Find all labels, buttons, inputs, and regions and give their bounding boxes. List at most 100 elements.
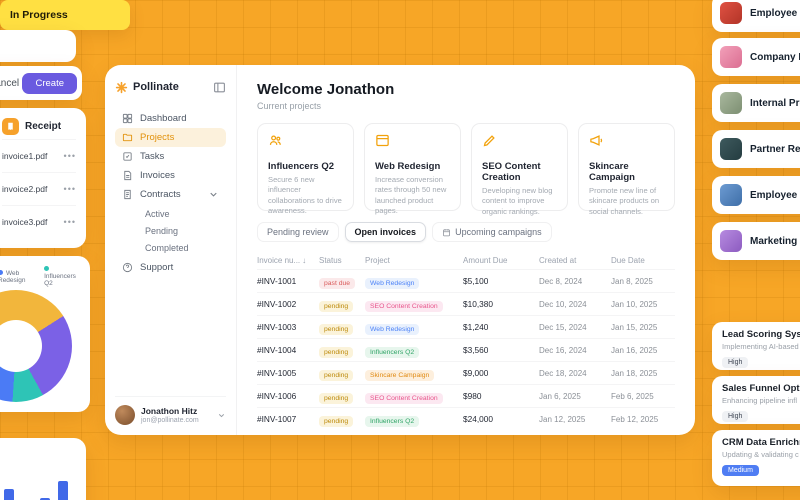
project-badge: Influencers Q2 <box>365 347 420 358</box>
task-card[interactable]: CRM Data Enrichm Updating & validating c… <box>712 430 800 486</box>
tab-label: Upcoming campaigns <box>455 227 542 237</box>
amount-due: $5,100 <box>463 276 489 286</box>
sidebar-subitem-completed[interactable]: Completed <box>145 242 189 253</box>
column-due[interactable]: Due Date <box>611 255 645 265</box>
table-row[interactable]: #INV-1004 pending Influencers Q2 $3,560 … <box>257 338 675 361</box>
document-card[interactable]: Marketing St <box>712 222 800 260</box>
task-card[interactable]: Lead Scoring Syst Implementing AI-based … <box>712 322 800 370</box>
project-badge: Influencers Q2 <box>365 416 420 427</box>
amount-due: $3,560 <box>463 345 489 355</box>
invoice-icon <box>124 170 132 181</box>
modal-footer: Cancel Create <box>0 66 82 100</box>
sidebar-item-tasks[interactable]: Tasks <box>115 147 226 166</box>
status-badge: past due <box>319 278 356 289</box>
task-card[interactable]: Sales Funnel Optim Enhancing pipeline in… <box>712 376 800 424</box>
file-row[interactable]: invoice3.pdf ••• <box>2 205 76 238</box>
table-row[interactable]: #INV-1007 pending Influencers Q2 $24,000… <box>257 407 675 430</box>
more-options-icon[interactable]: ••• <box>63 184 76 194</box>
more-options-icon[interactable]: ••• <box>63 217 76 227</box>
flower-logo-icon <box>115 81 128 93</box>
created-date: Jan 12, 2025 <box>539 414 586 424</box>
sidebar-item-label: Contracts <box>140 189 181 200</box>
column-created[interactable]: Created at <box>539 255 577 265</box>
more-options-icon[interactable]: ••• <box>63 151 76 161</box>
people-icon <box>269 135 281 145</box>
user-menu[interactable]: Jonathon Hitz jon@pollinate.com <box>115 396 226 425</box>
sidebar-item-dashboard[interactable]: Dashboard <box>115 109 226 128</box>
status-badge: pending <box>319 393 354 404</box>
document-card[interactable]: Employee Tra <box>712 176 800 214</box>
document-title: Internal Prod <box>750 97 800 109</box>
project-cards: Influencers Q2 Secure 6 new influencer c… <box>257 123 675 216</box>
file-name: invoice3.pdf <box>2 217 48 227</box>
partial-card <box>0 30 76 62</box>
cancel-button[interactable]: Cancel <box>0 77 20 89</box>
table-row[interactable]: #INV-1003 pending Web Redesign $1,240 De… <box>257 315 675 338</box>
user-name: Jonathon Hitz <box>141 406 198 417</box>
sidebar-item-invoices[interactable]: Invoices <box>115 166 226 185</box>
table-row[interactable]: #INV-1002 pending SEO Content Creation $… <box>257 292 675 315</box>
amount-due: $24,000 <box>463 414 493 424</box>
due-date: Jan 10, 2025 <box>611 299 658 309</box>
project-card-skincare[interactable]: Skincare Campaign Promote new line of sk… <box>578 123 675 216</box>
column-amount[interactable]: Amount Due <box>463 255 508 265</box>
column-project[interactable]: Project <box>365 255 390 265</box>
document-card[interactable]: Partner Reso <box>712 130 800 168</box>
task-subtitle: Enhancing pipeline infl <box>722 396 798 405</box>
bar-chart-card <box>0 438 86 500</box>
project-card-web-redesign[interactable]: Web Redesign Increase conversion rates t… <box>364 123 461 215</box>
amount-due: $10,380 <box>463 299 493 309</box>
sidebar-item-contracts[interactable]: Contracts <box>115 185 226 204</box>
page-subtitle: Current projects <box>257 101 322 111</box>
document-card[interactable]: Internal Prod <box>712 84 800 122</box>
table-row[interactable]: #INV-1005 pending Skincare Campaign $9,0… <box>257 361 675 384</box>
task-title: Sales Funnel Optim <box>722 383 800 394</box>
project-badge: SEO Content Creation <box>365 393 443 404</box>
document-card[interactable]: Company Bra <box>712 38 800 76</box>
column-invoice[interactable]: Invoice nu... <box>257 255 301 265</box>
table-row[interactable]: #INV-1001 past due Web Redesign $5,100 D… <box>257 269 675 292</box>
project-card-title: Web Redesign <box>375 161 441 172</box>
create-button[interactable]: Create <box>22 72 77 94</box>
tab-open-invoices[interactable]: Open invoices <box>344 222 427 242</box>
invoices-table: Invoice nu... ↓ Status Project Amount Due… <box>257 251 675 430</box>
tab-pending-review[interactable]: Pending review <box>257 222 339 242</box>
amount-due: $1,240 <box>463 322 489 332</box>
project-card-influencers[interactable]: Influencers Q2 Secure 6 new influencer c… <box>257 123 354 215</box>
invoice-id: #INV-1003 <box>257 322 297 332</box>
sidebar-subitem-pending[interactable]: Pending <box>145 225 179 236</box>
bar <box>4 489 14 500</box>
created-date: Dec 15, 2024 <box>539 322 587 332</box>
chart-legend: Web Redesign Influencers Q2 <box>0 266 82 287</box>
legend-dot <box>0 269 3 275</box>
file-row[interactable]: invoice1.pdf ••• <box>2 139 76 172</box>
thumbnail-image <box>720 138 742 160</box>
document-title: Employee Tra <box>750 189 800 201</box>
sidebar-item-projects[interactable]: Projects <box>115 128 226 147</box>
column-status[interactable]: Status <box>319 255 342 265</box>
contract-icon <box>124 189 131 200</box>
created-date: Dec 8, 2024 <box>539 276 583 286</box>
contracts-submenu: Active Pending Completed <box>115 205 226 256</box>
file-row[interactable]: invoice2.pdf ••• <box>2 172 76 205</box>
browser-icon <box>376 134 389 147</box>
document-title: Company Bra <box>750 51 800 63</box>
legend-dot <box>44 266 50 271</box>
sidebar-item-label: Projects <box>140 132 175 143</box>
sidebar-item-support[interactable]: Support <box>115 258 226 277</box>
created-date: Dec 16, 2024 <box>539 345 587 355</box>
sidebar-subitem-active[interactable]: Active <box>145 208 170 219</box>
project-card-seo-content[interactable]: SEO Content Creation Developing new blog… <box>471 123 568 216</box>
tab-upcoming-campaigns[interactable]: Upcoming campaigns <box>432 222 552 242</box>
sidebar-item-label: Invoices <box>140 170 175 181</box>
sidebar-toggle-icon[interactable] <box>213 81 226 94</box>
task-title: CRM Data Enrichm <box>722 437 800 448</box>
invoice-tabs: Pending review Open invoices Upcoming ca… <box>257 222 675 242</box>
sort-desc-icon[interactable]: ↓ <box>302 255 307 265</box>
thumbnail-image <box>720 46 742 68</box>
table-row[interactable]: #INV-1006 pending SEO Content Creation $… <box>257 384 675 407</box>
document-card[interactable]: Employee Rec <box>712 0 800 32</box>
support-icon <box>122 262 133 273</box>
tab-label: Pending review <box>267 227 329 237</box>
created-date: Dec 18, 2024 <box>539 368 587 378</box>
